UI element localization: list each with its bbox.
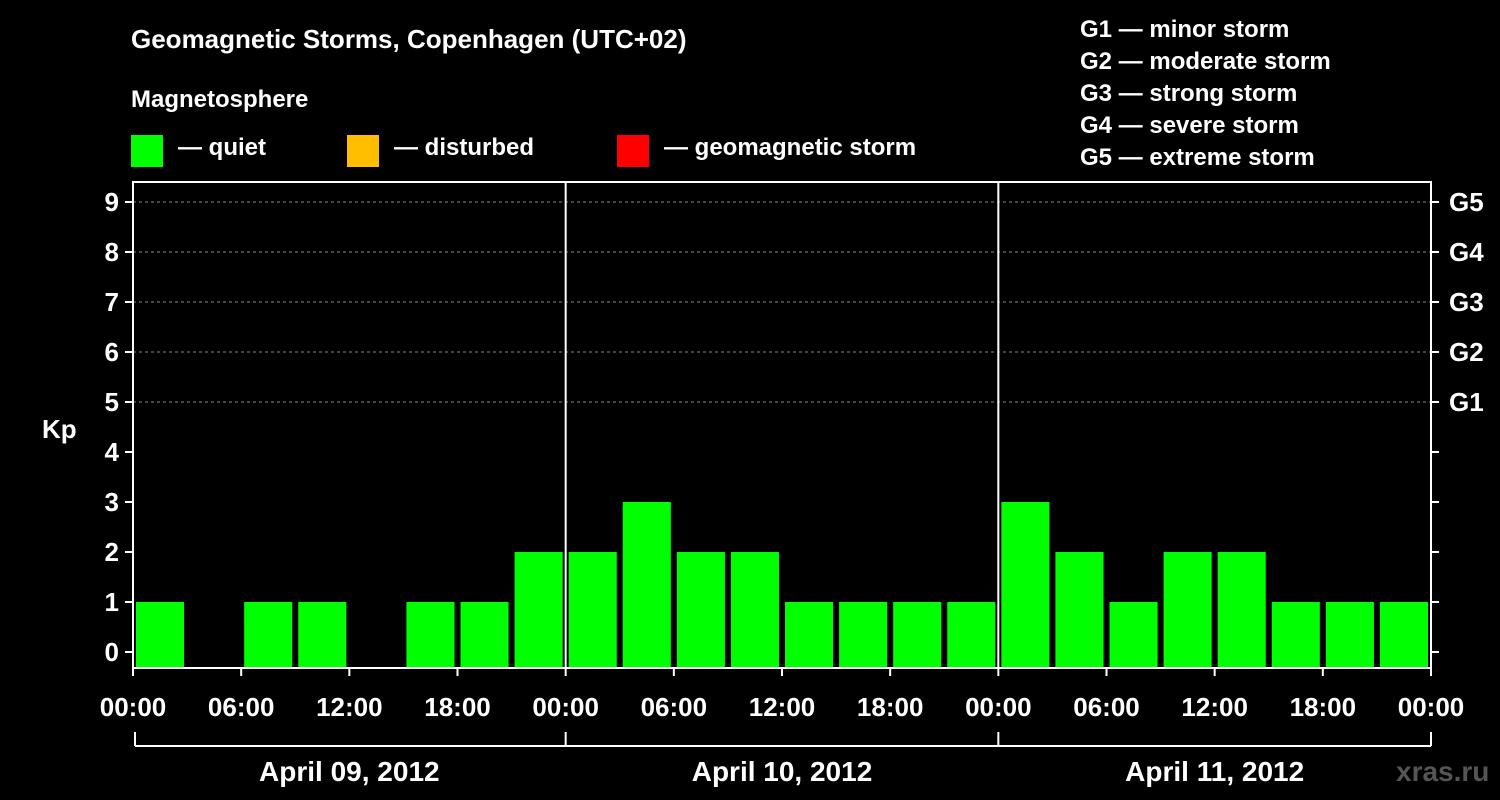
g-legend-g1: G1 — minor storm [1080, 16, 1290, 43]
y-tick-label: 2 [105, 537, 119, 567]
g-scale-label: G5 [1449, 187, 1484, 217]
g-legend-g2: G2 — moderate storm [1080, 48, 1331, 75]
x-tick-label: 12:00 [316, 692, 383, 722]
y-tick-label: 4 [105, 437, 120, 467]
g-legend-g5: G5 — extreme storm [1080, 144, 1315, 171]
g-scale-label: G1 [1449, 387, 1484, 417]
kp-bar [785, 602, 834, 668]
kp-bar [460, 602, 509, 668]
kp-bar [1163, 552, 1212, 668]
x-tick-label: 00:00 [965, 692, 1032, 722]
x-tick-label: 18:00 [424, 692, 491, 722]
y-tick-label: 7 [105, 287, 119, 317]
kp-bar [947, 602, 996, 668]
kp-bar [1109, 602, 1158, 668]
g-scale-label: G2 [1449, 337, 1484, 367]
x-tick-label: 18:00 [1290, 692, 1357, 722]
kp-bar [514, 552, 563, 668]
x-tick-label: 00:00 [532, 692, 599, 722]
g-scale-label: G3 [1449, 287, 1484, 317]
kp-bar [1325, 602, 1374, 668]
g-legend-g3: G3 — strong storm [1080, 80, 1298, 107]
kp-bar [568, 552, 617, 668]
kp-bar [839, 602, 888, 668]
g-scale-label: G4 [1449, 237, 1484, 267]
y-tick-label: 1 [105, 587, 119, 617]
y-tick-label: 5 [105, 387, 119, 417]
legend-swatch-storm [617, 135, 649, 167]
x-tick-label: 06:00 [641, 692, 708, 722]
x-tick-label: 06:00 [1073, 692, 1140, 722]
y-tick-label: 3 [105, 487, 119, 517]
kp-bar [1379, 602, 1428, 668]
watermark: xras.ru [1396, 756, 1490, 787]
legend-swatch-quiet [131, 135, 163, 167]
kp-bar [406, 602, 455, 668]
legend-label-quiet: — quiet [178, 134, 266, 161]
x-tick-label: 00:00 [1398, 692, 1465, 722]
kp-bar [244, 602, 293, 668]
legend-label-disturbed: — disturbed [394, 134, 535, 161]
kp-bar [1055, 552, 1104, 668]
legend-label-storm: — geomagnetic storm [664, 134, 917, 161]
chart-title: Geomagnetic Storms, Copenhagen (UTC+02) [131, 24, 687, 54]
g-legend-g4: G4 — severe storm [1080, 112, 1299, 139]
y-axis-label: Kp [42, 414, 77, 444]
kp-bar [136, 602, 185, 668]
kp-bar [893, 602, 942, 668]
kp-bar [298, 602, 347, 668]
x-tick-label: 18:00 [857, 692, 924, 722]
day-label: April 09, 2012 [259, 756, 440, 787]
day-label: April 11, 2012 [1125, 756, 1304, 787]
kp-bar [730, 552, 779, 668]
x-tick-label: 06:00 [208, 692, 275, 722]
x-tick-label: 00:00 [100, 692, 167, 722]
y-tick-label: 6 [105, 337, 119, 367]
chart-subtitle: Magnetosphere [131, 86, 309, 113]
y-tick-label: 8 [105, 237, 119, 267]
x-tick-label: 12:00 [749, 692, 816, 722]
legend-swatch-disturbed [347, 135, 379, 167]
kp-bar [1217, 552, 1266, 668]
kp-bar [1001, 502, 1050, 668]
kp-bar [676, 552, 725, 668]
kp-bar [1271, 602, 1320, 668]
y-tick-label: 0 [105, 637, 119, 667]
kp-bar [622, 502, 671, 668]
x-tick-label: 12:00 [1181, 692, 1248, 722]
day-label: April 10, 2012 [692, 756, 873, 787]
y-tick-label: 9 [105, 187, 119, 217]
